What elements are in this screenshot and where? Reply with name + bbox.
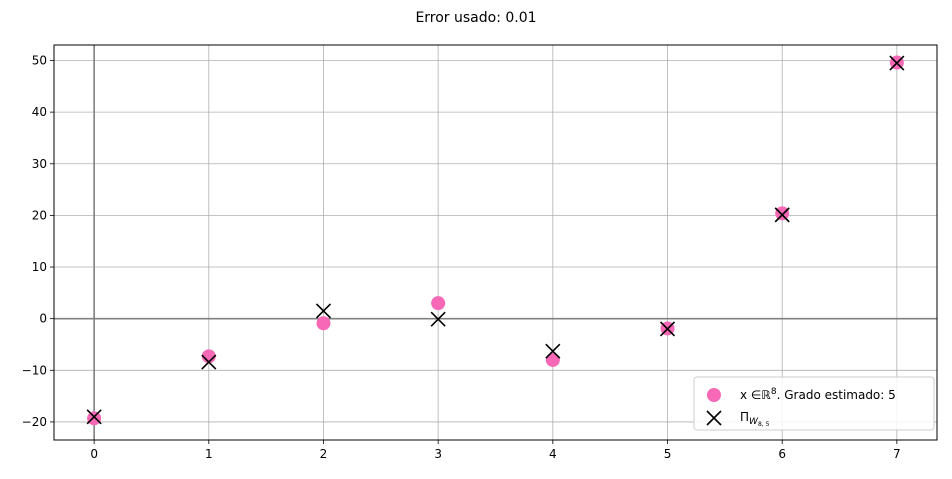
x-tick-label: 1 <box>205 447 213 461</box>
x-tick-label: 7 <box>893 447 901 461</box>
data-point-x <box>430 311 446 327</box>
x-tick-label: 0 <box>90 447 98 461</box>
y-tick-label: 20 <box>32 208 47 222</box>
x-tick-label: 2 <box>320 447 328 461</box>
x-tick-label: 3 <box>434 447 442 461</box>
zero-axes <box>54 45 937 440</box>
data-point-x <box>315 303 332 319</box>
legend-circle-marker <box>707 388 721 402</box>
data-point-x <box>659 321 676 337</box>
data-point-circle <box>316 316 331 331</box>
y-tick-label: 0 <box>39 312 47 326</box>
plot-frame <box>53 44 938 441</box>
data-point-x <box>201 354 217 370</box>
x-tick-label: 4 <box>549 447 557 461</box>
data-point-circle <box>201 349 216 364</box>
y-tick-label: 50 <box>32 53 47 67</box>
y-tick-label: −20 <box>22 415 47 429</box>
data-point-circle <box>87 411 102 426</box>
y-tick-label: 40 <box>32 105 47 119</box>
data-point-x <box>889 55 905 71</box>
y-tick-label: 10 <box>32 260 47 274</box>
data-point-circle <box>545 352 560 367</box>
data-point-circle <box>431 296 446 311</box>
legend: x ∈ℝ8. Grado estimado: 5 ΠW8, 5 <box>693 376 935 431</box>
legend-label-series-1: x ∈ℝ8. Grado estimado: 5 <box>740 387 896 402</box>
x-tick-label: 6 <box>778 447 786 461</box>
legend-box <box>693 376 935 431</box>
x-tick-label: 5 <box>664 447 672 461</box>
data-point-x <box>774 207 790 223</box>
axis-ticks: 0 1 2 3 4 5 6 7 −20 −10 0 10 20 30 40 50 <box>22 53 901 461</box>
chart-title: Error usado: 0.01 <box>415 10 536 26</box>
legend-x-marker <box>706 410 722 426</box>
data-markers <box>86 55 905 426</box>
y-tick-label: 30 <box>32 157 47 171</box>
y-tick-label: −10 <box>22 363 47 377</box>
data-point-x <box>545 343 561 359</box>
data-point-x <box>86 409 102 425</box>
data-point-circle <box>775 206 790 221</box>
